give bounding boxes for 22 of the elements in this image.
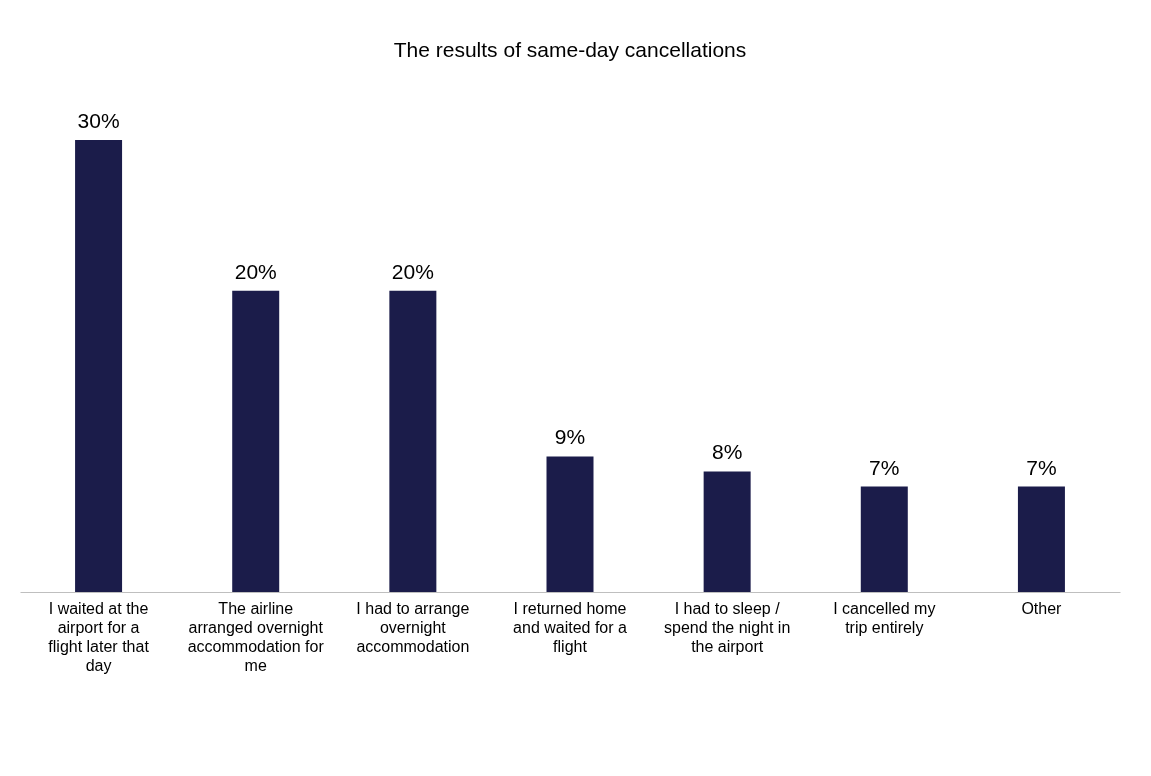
data-label: 7% <box>1026 455 1057 479</box>
data-label: 7% <box>869 455 900 479</box>
bar <box>703 471 751 592</box>
bar <box>75 140 123 592</box>
data-label: 9% <box>554 425 586 449</box>
x-tick-label: I had to sleep / spend the night in the airport <box>663 599 791 655</box>
chart-title: The results of same-day cancellations <box>393 38 747 61</box>
data-label: 30% <box>77 109 120 132</box>
x-tick-label: I cancelled my trip entirely <box>833 599 936 636</box>
x-tick-label: I returned home and waited for a flight <box>513 599 628 655</box>
data-label: 20% <box>391 259 434 283</box>
x-tick-label: I waited at the airport for a flight later that day <box>48 599 150 674</box>
x-tick-label: Other <box>1021 599 1063 617</box>
data-label: 8% <box>711 440 743 464</box>
x-tick-label: The airline arranged overnight accommodation for me <box>187 599 325 674</box>
bar <box>1017 486 1065 592</box>
bar <box>389 290 437 592</box>
data-label: 20% <box>234 259 277 283</box>
x-tick-label: I had to arrange overnight accommodation <box>356 599 470 655</box>
bar <box>860 486 908 592</box>
bar <box>546 456 594 592</box>
bar <box>232 290 280 592</box>
